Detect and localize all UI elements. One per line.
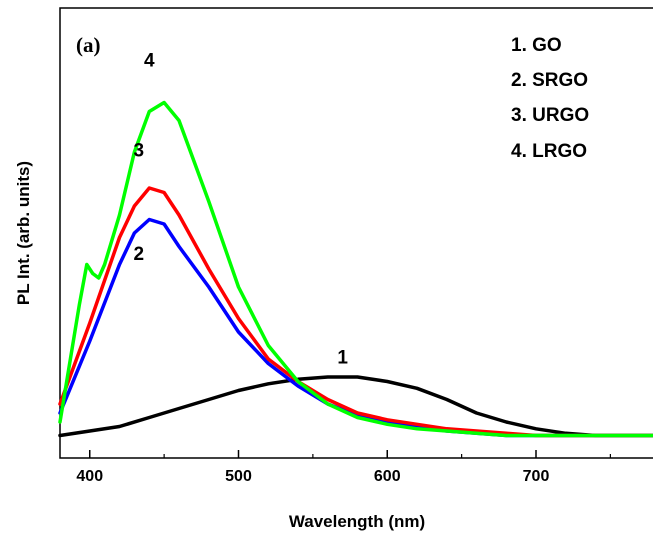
series-line-1: [58, 375, 653, 438]
curve-label-4: 4: [144, 51, 155, 72]
x-axis-title: Wavelength (nm): [289, 512, 425, 531]
x-tick-label-700: 700: [523, 468, 550, 485]
x-tick-label-500: 500: [225, 468, 252, 485]
series-line-4: [58, 100, 653, 438]
x-tick-label-400: 400: [76, 468, 103, 485]
x-tick-label-600: 600: [374, 468, 401, 485]
legend-entry-2: 2. SRGO: [511, 70, 588, 91]
legend: 1. GO 2. SRGO 3. URGO 4. LRGO: [511, 35, 589, 162]
series-line-3: [58, 186, 653, 438]
legend-entry-4: 4. LRGO: [511, 141, 587, 162]
curve-label-layer: 1 2 3 4: [134, 51, 349, 369]
legend-entry-3: 3. URGO: [511, 105, 589, 126]
x-tick-layer: 400 500 600 700: [76, 450, 611, 485]
curve-label-3: 3: [134, 141, 145, 162]
series-line-2: [58, 217, 653, 438]
legend-entry-1: 1. GO: [511, 35, 562, 56]
curve-label-1: 1: [337, 348, 348, 369]
curve-label-2: 2: [134, 244, 145, 265]
panel-label: (a): [76, 33, 101, 57]
y-axis-title: PL Int. (arb. units): [14, 161, 33, 305]
plot-frame: [59, 7, 653, 459]
series-layer: [58, 100, 653, 438]
